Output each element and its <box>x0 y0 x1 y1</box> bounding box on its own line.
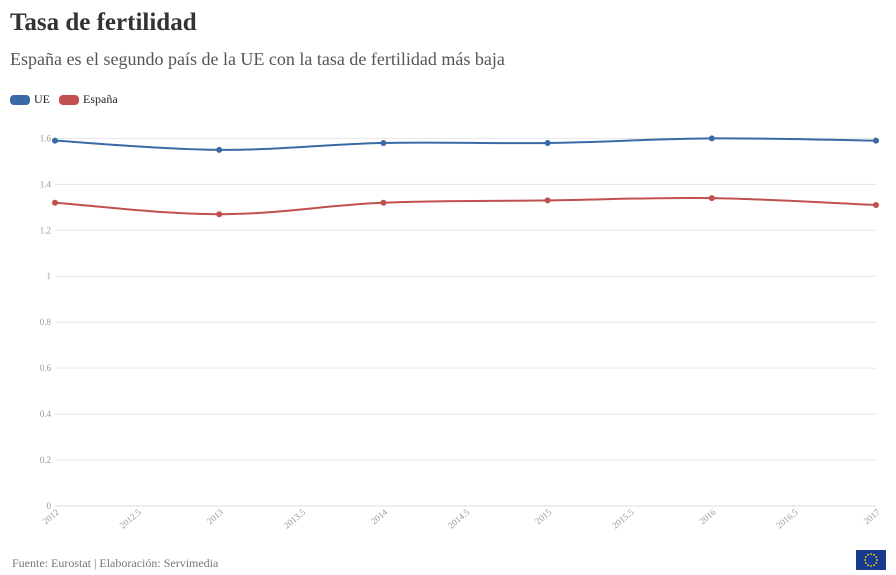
eu-star-icon <box>875 556 878 558</box>
eu-star-icon <box>875 562 878 564</box>
chart-title: Tasa de fertilidad <box>10 9 197 36</box>
legend-swatch-ue <box>10 94 30 105</box>
x-tick-label: 2015 <box>533 507 554 527</box>
x-tick-label: 2012 <box>41 507 61 526</box>
data-point-espana <box>52 199 58 206</box>
x-tick-label: 2013.5 <box>282 507 308 531</box>
legend-swatch-espana <box>59 94 79 105</box>
legend-label-ue: UE <box>34 92 50 106</box>
x-tick-label: 2015.5 <box>610 507 636 531</box>
x-tick-label: 2014 <box>369 507 390 527</box>
data-point-espana <box>216 211 223 218</box>
data-point-espana <box>873 202 879 209</box>
source-note: Fuente: Eurostat | Elaboración: Servimed… <box>12 556 219 570</box>
data-point-espana <box>380 199 387 206</box>
x-tick-label: 2014.5 <box>446 507 472 531</box>
x-tick-label: 2017 <box>862 507 883 527</box>
eu-stars-icon <box>864 553 878 567</box>
data-point-ue <box>708 135 715 142</box>
data-point-ue <box>380 139 387 146</box>
data-point-ue <box>544 139 551 146</box>
x-tick-label: 2016 <box>697 507 718 527</box>
eu-star-icon <box>864 562 867 564</box>
eu-star-icon <box>867 553 869 556</box>
y-tick-label: 0.8 <box>40 317 52 327</box>
data-point-ue <box>52 137 58 144</box>
series-line-ue <box>54 137 877 151</box>
legend-label-espana: España <box>83 92 118 106</box>
eu-star-icon <box>873 553 875 556</box>
x-tick-label: 2016.5 <box>774 507 800 531</box>
chart-subtitle: España es el segundo país de la UE con l… <box>10 49 505 69</box>
eu-star-icon <box>867 564 869 567</box>
y-tick-label: 0 <box>47 501 52 511</box>
eu-star-icon <box>870 565 872 567</box>
eu-flag-logo <box>856 550 886 570</box>
y-tick-label: 1 <box>47 271 52 281</box>
legend-item-espana[interactable]: España <box>59 92 118 107</box>
y-tick-label: 0.6 <box>40 363 52 373</box>
eu-star-icon <box>870 553 872 555</box>
x-tick-label: 2012.5 <box>118 507 144 531</box>
data-point-espana <box>708 195 715 202</box>
data-point-ue <box>873 137 879 144</box>
y-tick-label: 0.2 <box>40 455 51 465</box>
eu-star-icon <box>873 564 875 567</box>
series-line-espana <box>54 196 877 216</box>
y-tick-label: 1.4 <box>40 179 52 189</box>
eu-star-icon <box>864 559 866 561</box>
legend: UE España <box>10 92 127 107</box>
y-tick-label: 1.2 <box>40 225 51 235</box>
eu-star-icon <box>864 556 867 558</box>
x-tick-label: 2013 <box>205 507 226 527</box>
data-point-espana <box>544 197 551 204</box>
legend-item-ue[interactable]: UE <box>10 92 50 107</box>
y-tick-label: 0.4 <box>40 409 52 419</box>
y-tick-label: 1.6 <box>40 133 52 143</box>
data-point-ue <box>216 146 223 153</box>
eu-star-icon <box>876 559 878 561</box>
line-chart: 0 0.2 0.4 0.6 0.8 1 1.2 1.4 1.6 2012 2012.5 2013 201… <box>40 133 883 531</box>
